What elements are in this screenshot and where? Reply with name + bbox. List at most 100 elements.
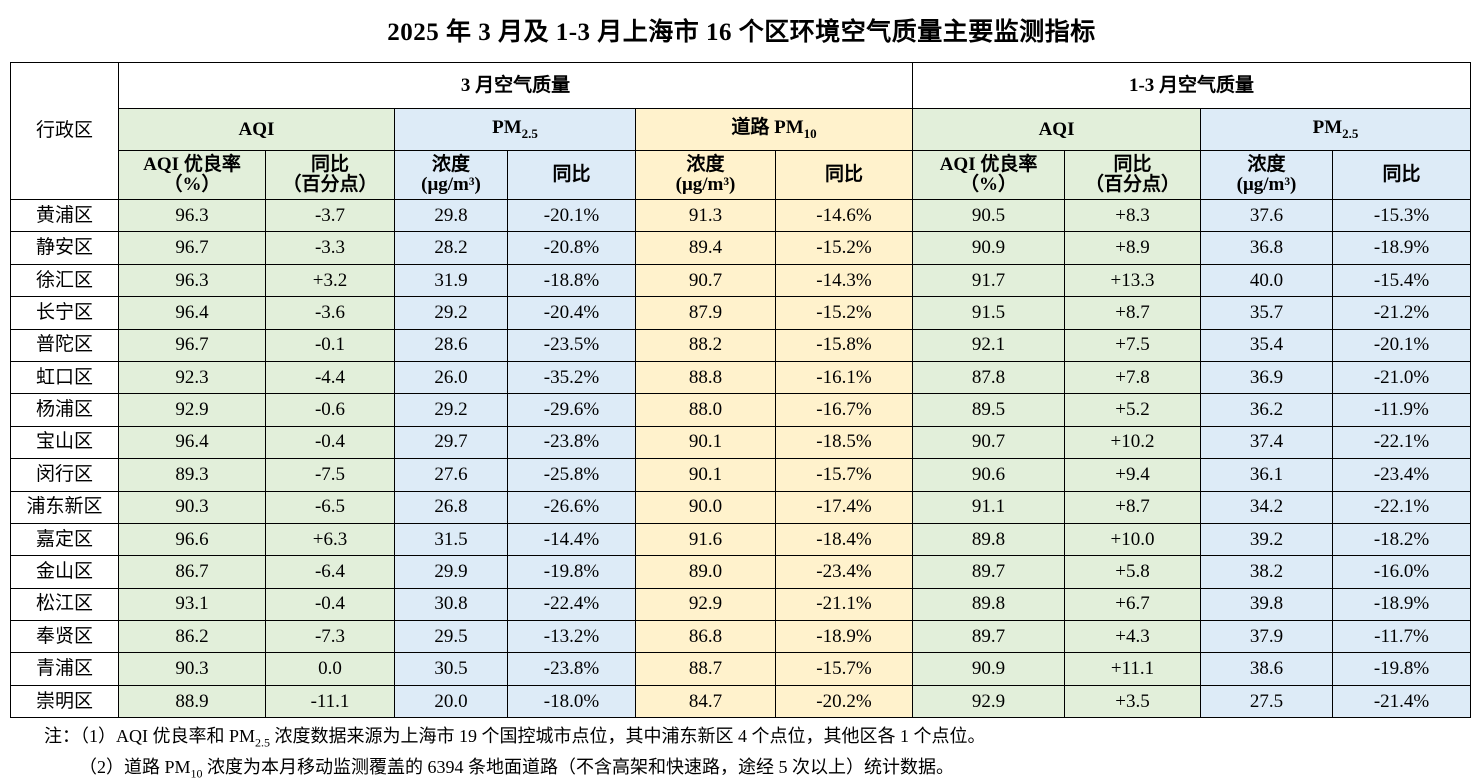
cell-q-pm25: 34.2: [1200, 490, 1334, 524]
cell-q-aqi: 89.8: [912, 587, 1066, 622]
cell-m-aqi: 96.7: [118, 231, 266, 265]
note-label: 注：: [44, 726, 80, 746]
cell-q-aqi-yoy: +6.7: [1064, 587, 1202, 622]
cell-q-aqi-yoy: +4.3: [1064, 620, 1202, 654]
cell-m-aqi: 96.7: [118, 328, 266, 362]
cell-m-aqi-yoy: -6.5: [265, 490, 395, 524]
table-row: 徐汇区 96.3 +3.2 31.9 -18.8% 90.7 -14.3% 91.7 +13.3…: [10, 263, 1472, 298]
table-row: 普陀区 96.7 -0.1 28.6 -23.5% 88.2 -15.8% 92.1 +7.5 3…: [10, 328, 1472, 362]
cell-m-aqi-yoy: -0.6: [265, 393, 395, 427]
cell-m-road: 88.2: [635, 328, 776, 362]
cell-m-road-yoy: -15.2%: [774, 296, 914, 330]
march-aqi-header: AQI: [118, 108, 395, 151]
table-row: 青浦区 90.3 0.0 30.5 -23.8% 88.7 -15.7% 90.9 +11.1 3…: [10, 652, 1472, 686]
cell-district: 静安区: [10, 231, 119, 265]
cell-q-aqi-yoy: +8.9: [1064, 231, 1202, 265]
cell-q-aqi: 90.9: [912, 231, 1066, 265]
cell-q-pm25-yoy: -15.3%: [1332, 198, 1472, 233]
cell-m-pm25: 30.8: [394, 587, 508, 622]
cell-q-pm25: 39.8: [1200, 587, 1334, 622]
cell-q-aqi: 89.5: [912, 393, 1066, 427]
march-group-header: 3 月空气质量: [117, 62, 914, 109]
cell-m-pm25-yoy: -26.6%: [507, 490, 636, 524]
cell-q-pm25: 36.9: [1200, 360, 1334, 395]
cell-m-pm25-yoy: -18.0%: [507, 684, 636, 719]
cell-district: 崇明区: [10, 684, 119, 719]
cell-m-aqi: 90.3: [118, 652, 266, 686]
q1-aqi-header: AQI: [912, 108, 1202, 151]
cell-q-aqi: 90.6: [912, 458, 1066, 492]
cell-district: 虹口区: [10, 360, 119, 395]
table-row: 崇明区 88.9 -11.1 20.0 -18.0% 84.7 -20.2% 92.9 +3.5…: [10, 684, 1472, 719]
cell-q-pm25-yoy: -18.9%: [1332, 587, 1472, 622]
cell-m-aqi: 92.3: [118, 360, 266, 395]
cell-m-aqi: 96.3: [118, 198, 266, 233]
table-row: 金山区 86.7 -6.4 29.9 -19.8% 89.0 -23.4% 89.7 +5.8 3…: [10, 555, 1472, 589]
page-title: 2025 年 3 月及 1-3 月上海市 16 个区环境空气质量主要监测指标: [387, 19, 1096, 46]
cell-q-pm25: 37.9: [1200, 620, 1334, 654]
cell-m-road: 84.7: [635, 684, 776, 719]
cell-m-aqi: 93.1: [118, 587, 266, 622]
march-pm25-yoy-header: 同比: [507, 150, 636, 200]
cell-q-pm25-yoy: -15.4%: [1332, 263, 1472, 298]
cell-q-aqi-yoy: +11.1: [1064, 652, 1202, 686]
cell-m-aqi: 88.9: [118, 684, 266, 719]
cell-district: 闵行区: [10, 458, 119, 492]
cell-q-aqi: 89.7: [912, 555, 1066, 589]
cell-district: 青浦区: [10, 652, 119, 686]
cell-m-road: 87.9: [635, 296, 776, 330]
cell-m-road-yoy: -18.9%: [774, 620, 914, 654]
march-pm25-conc-header: 浓度 (μg/m³): [394, 150, 508, 200]
table-row: 虹口区 92.3 -4.4 26.0 -35.2% 88.8 -16.1% 87.8 +7.8 3…: [10, 360, 1472, 395]
cell-q-pm25: 27.5: [1200, 684, 1334, 719]
cell-q-aqi-yoy: +8.3: [1064, 198, 1202, 233]
cell-q-aqi: 90.7: [912, 425, 1066, 460]
cell-q-aqi-yoy: +8.7: [1064, 490, 1202, 524]
march-road-pm10-header: 道路 PM10: [634, 108, 914, 151]
note-2: （2）道路 PM10 浓度为本月移动监测覆盖的 6394 条地面道路（不含高架和…: [79, 757, 955, 781]
cell-q-aqi: 90.5: [912, 198, 1066, 233]
cell-q-aqi-yoy: +7.8: [1064, 360, 1202, 395]
cell-m-road-yoy: -16.1%: [774, 360, 914, 395]
cell-m-road: 88.8: [635, 360, 776, 395]
table-row: 嘉定区 96.6 +6.3 31.5 -14.4% 91.6 -18.4% 89.8 +10.0…: [10, 522, 1472, 557]
cell-m-road: 86.8: [635, 620, 776, 654]
note-1: 注：（1）AQI 优良率和 PM2.5 浓度数据来源为上海市 19 个国控城市点…: [44, 726, 986, 750]
cell-m-road-yoy: -21.1%: [774, 587, 914, 622]
cell-m-aqi: 89.3: [118, 458, 266, 492]
cell-q-pm25: 36.2: [1200, 393, 1334, 427]
cell-m-pm25-yoy: -35.2%: [507, 360, 636, 395]
cell-m-pm25: 29.2: [394, 393, 508, 427]
cell-m-road-yoy: -14.3%: [774, 263, 914, 298]
cell-q-pm25-yoy: -22.1%: [1332, 425, 1472, 460]
march-road-conc-header: 浓度 (μg/m³): [635, 150, 776, 200]
cell-q-pm25-yoy: -18.9%: [1332, 231, 1472, 265]
cell-m-road-yoy: -15.2%: [774, 231, 914, 265]
cell-q-aqi-yoy: +10.2: [1064, 425, 1202, 460]
cell-q-pm25-yoy: -21.4%: [1332, 684, 1472, 719]
cell-q-aqi: 91.5: [912, 296, 1066, 330]
cell-q-pm25-yoy: -19.8%: [1332, 652, 1472, 686]
cell-q-pm25-yoy: -21.2%: [1332, 296, 1472, 330]
cell-m-pm25: 28.2: [394, 231, 508, 265]
cell-m-road-yoy: -18.4%: [774, 522, 914, 557]
cell-district: 金山区: [10, 555, 119, 589]
cell-district: 杨浦区: [10, 393, 119, 427]
cell-m-road: 89.0: [635, 555, 776, 589]
cell-m-aqi: 96.3: [118, 263, 266, 298]
cell-district: 宝山区: [10, 425, 119, 460]
cell-q-pm25: 38.2: [1200, 555, 1334, 589]
cell-m-pm25: 31.5: [394, 522, 508, 557]
cell-q-aqi: 91.1: [912, 490, 1066, 524]
cell-m-aqi: 86.7: [118, 555, 266, 589]
cell-m-road: 90.7: [635, 263, 776, 298]
cell-m-aqi-yoy: -7.3: [265, 620, 395, 654]
cell-m-road: 92.9: [635, 587, 776, 622]
cell-q-aqi-yoy: +8.7: [1064, 296, 1202, 330]
cell-m-aqi: 92.9: [118, 393, 266, 427]
cell-q-pm25: 40.0: [1200, 263, 1334, 298]
cell-m-pm25: 29.8: [394, 198, 508, 233]
cell-m-aqi-yoy: -3.7: [265, 198, 395, 233]
cell-m-aqi-yoy: -3.3: [265, 231, 395, 265]
cell-m-pm25: 26.8: [394, 490, 508, 524]
